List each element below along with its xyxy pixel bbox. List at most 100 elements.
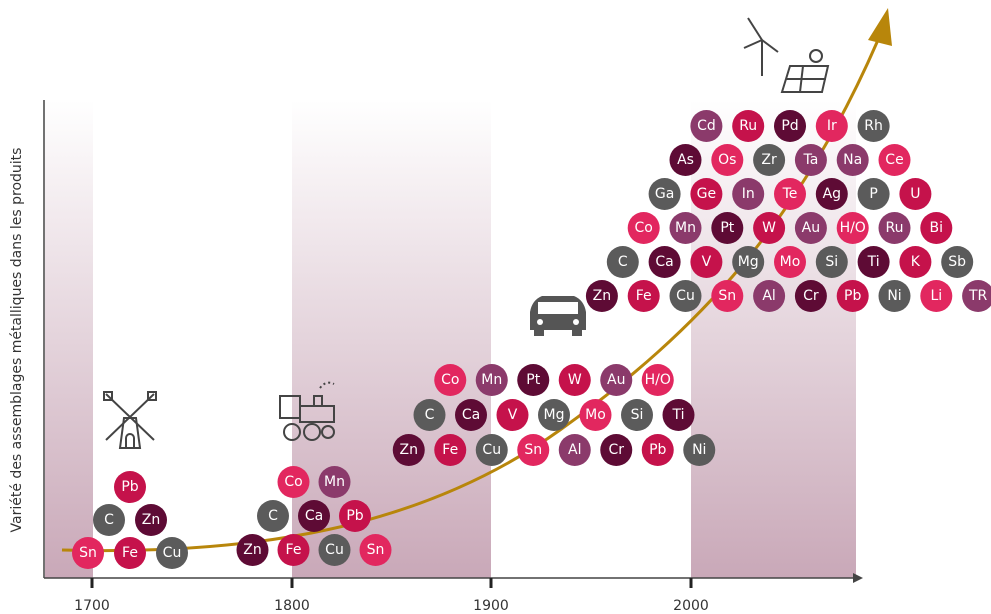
element-circle xyxy=(857,246,890,278)
element-circle xyxy=(585,280,618,312)
element-symbol: Fe xyxy=(122,545,138,561)
element-circle xyxy=(774,110,806,142)
renewables-icon xyxy=(743,17,830,93)
element-circle xyxy=(114,537,146,569)
element-symbol: Cd xyxy=(697,118,716,134)
element-groups: Pb C Zn Sn Fe Cu Co Mn C Ca Pb Zn Fe Cu Sn Co Mn Pt W Au H/O… xyxy=(72,110,991,569)
element-circle xyxy=(857,110,890,142)
element-symbol: Te xyxy=(782,186,798,202)
y-axis-label: Variété des assemblages métalliques dans… xyxy=(9,148,25,533)
element-symbol: Zr xyxy=(761,152,777,168)
element-circle xyxy=(815,246,848,278)
element-symbol: Fe xyxy=(636,288,652,304)
element-symbol: U xyxy=(910,186,920,202)
element-symbol: Mo xyxy=(780,254,801,270)
element-circle xyxy=(815,178,848,210)
element-symbol: Pt xyxy=(526,372,540,388)
element-circle xyxy=(156,537,188,569)
element-symbol: Mg xyxy=(738,254,759,270)
element-symbol: Pb xyxy=(346,508,363,524)
element-symbol: Mn xyxy=(324,474,345,490)
element-circle xyxy=(878,212,911,244)
element-symbol: As xyxy=(677,152,694,168)
element-symbol: Ga xyxy=(655,186,674,202)
element-symbol: Cu xyxy=(676,288,695,304)
element-symbol: Pb xyxy=(649,442,666,458)
element-circle xyxy=(236,534,269,566)
element-symbol: Sb xyxy=(948,254,966,270)
element-circle xyxy=(815,110,848,142)
element-circle xyxy=(711,280,744,312)
element-circle xyxy=(878,280,911,312)
element-symbol: P xyxy=(869,186,877,202)
element-symbol: Sn xyxy=(79,545,97,561)
element-circle xyxy=(836,280,869,312)
element-circle xyxy=(711,144,744,176)
element-symbol: Ta xyxy=(802,152,818,168)
x-ticks: 1700 1800 1900 2000 xyxy=(74,578,709,614)
element-symbol: Au xyxy=(607,372,625,388)
element-symbol: In xyxy=(742,186,755,202)
element-symbol: C xyxy=(425,407,435,423)
element-symbol: Ru xyxy=(739,118,757,134)
element-circle xyxy=(648,178,681,210)
element-symbol: Cr xyxy=(608,442,624,458)
element-circle xyxy=(339,500,371,532)
element-symbol: C xyxy=(618,254,628,270)
element-symbol: Zn xyxy=(593,288,611,304)
element-circle xyxy=(93,504,125,536)
element-symbol: Fe xyxy=(286,542,302,558)
element-circle xyxy=(392,434,425,466)
element-symbol: Co xyxy=(635,220,653,236)
element-symbol: Al xyxy=(762,288,775,304)
element-circle xyxy=(455,399,487,431)
element-circle xyxy=(836,212,869,244)
element-circle xyxy=(558,434,591,466)
element-circle xyxy=(434,364,467,396)
element-symbol: Ca xyxy=(655,254,673,270)
element-circle xyxy=(475,364,508,396)
element-symbol: Zn xyxy=(142,512,160,528)
element-symbol: Na xyxy=(843,152,862,168)
element-symbol: H/O xyxy=(645,372,671,388)
element-circle xyxy=(606,246,639,278)
element-symbol: Mn xyxy=(481,372,502,388)
element-symbol: W xyxy=(762,220,776,236)
element-circle xyxy=(920,280,953,312)
element-symbol: C xyxy=(104,512,114,528)
element-symbol: TR xyxy=(968,288,988,304)
element-circle xyxy=(669,280,702,312)
element-circle xyxy=(690,178,723,210)
element-circle xyxy=(558,364,591,396)
element-symbol: Ca xyxy=(462,407,480,423)
element-circle xyxy=(277,534,310,566)
element-circle xyxy=(899,246,932,278)
element-symbol: Cr xyxy=(803,288,819,304)
element-symbol: Pb xyxy=(844,288,861,304)
element-circle xyxy=(732,178,765,210)
element-circle xyxy=(920,212,953,244)
element-symbol: Pb xyxy=(121,479,138,495)
element-circle xyxy=(517,364,550,396)
element-circle xyxy=(711,212,744,244)
element-circle xyxy=(753,212,786,244)
element-circle xyxy=(538,399,570,431)
element-symbol: Zn xyxy=(243,542,261,558)
element-circle xyxy=(496,399,529,431)
element-symbol: Ni xyxy=(692,442,706,458)
element-circle xyxy=(114,471,146,503)
element-circle xyxy=(277,466,310,498)
element-circle xyxy=(434,434,467,466)
element-symbol: Co xyxy=(284,474,302,490)
element-circle xyxy=(579,399,612,431)
era-band xyxy=(292,100,491,578)
element-circle xyxy=(517,434,550,466)
element-circle xyxy=(627,212,660,244)
element-symbol: Au xyxy=(802,220,820,236)
element-symbol: Li xyxy=(930,288,942,304)
element-symbol: V xyxy=(702,254,712,270)
element-symbol: Cu xyxy=(325,542,344,558)
era-band xyxy=(45,100,93,578)
element-circle xyxy=(732,246,765,278)
